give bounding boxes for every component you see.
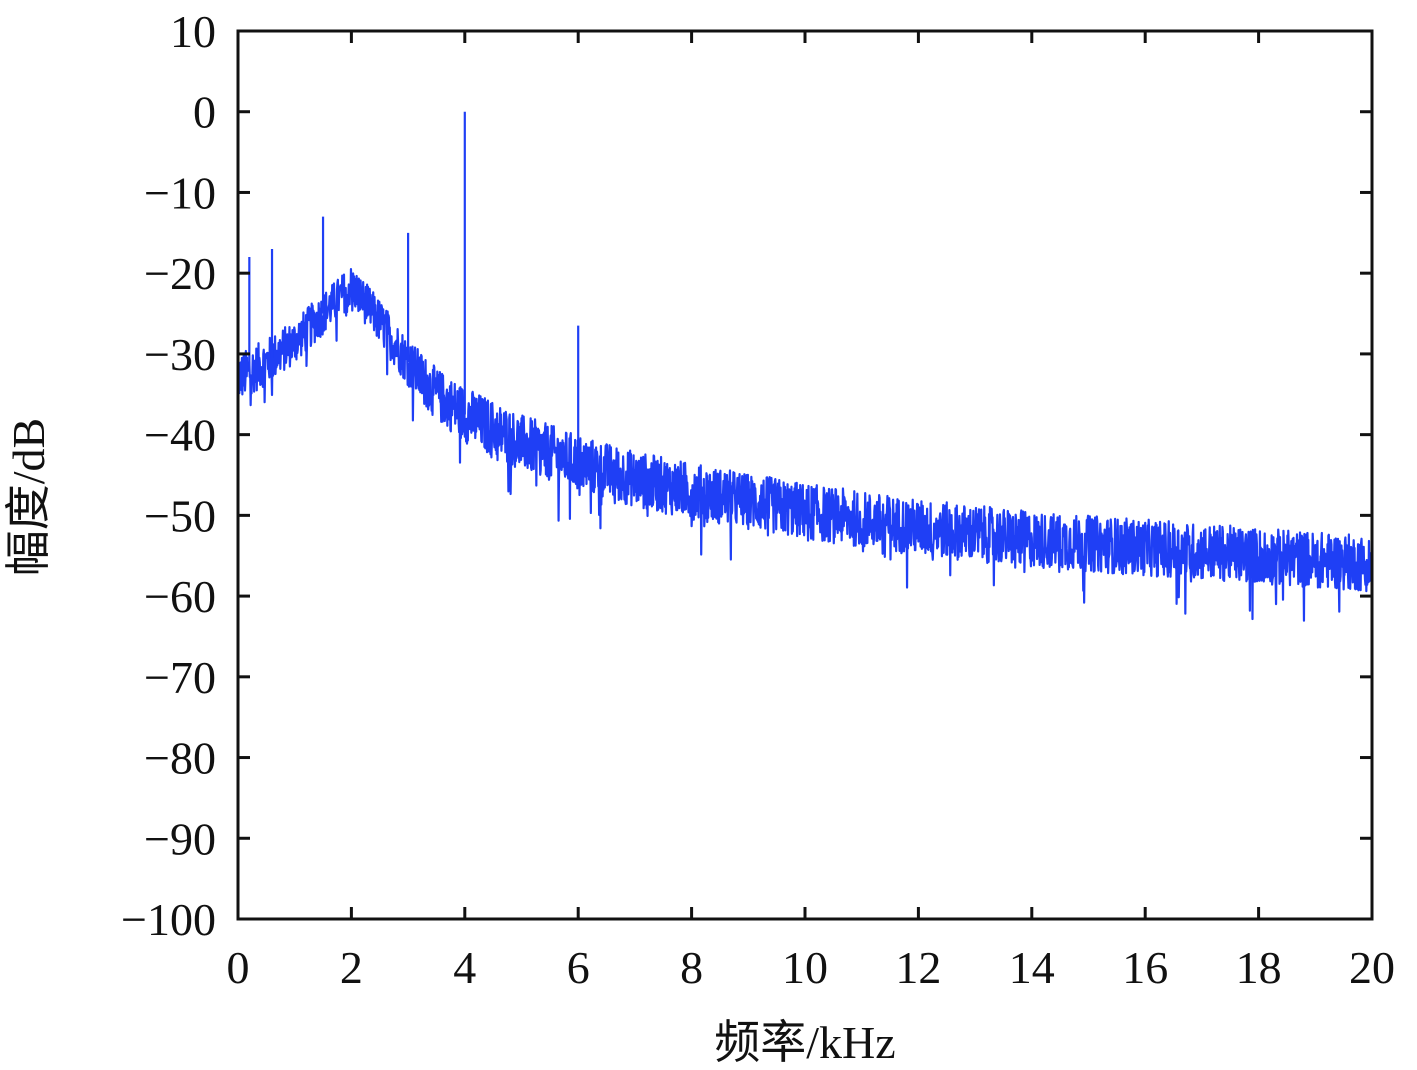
x-tick-label: 14	[1009, 942, 1055, 993]
y-tick-label: 10	[170, 6, 216, 57]
x-tick-label: 10	[782, 942, 828, 993]
series-line	[237, 268, 1374, 622]
y-tick-label: 0	[193, 87, 216, 138]
tick-layer: 0 2 4 6 8 10 12 14 16 18 20 10 0 −10 −20 −30 −40 −50 −60 −7…	[121, 6, 1395, 993]
x-tick-label: 0	[227, 942, 250, 993]
y-tick-label: −50	[144, 490, 216, 541]
x-tick-label: 6	[567, 942, 590, 993]
series-layer	[237, 111, 1374, 622]
y-axis-title: 幅度/dB	[3, 418, 54, 576]
y-tick-label: −60	[144, 571, 216, 622]
x-tick-label: 16	[1122, 942, 1168, 993]
y-tick-label: −20	[144, 248, 216, 299]
x-tick-label: 8	[680, 942, 703, 993]
y-tick-label: −40	[144, 410, 216, 461]
plot-frame	[236, 29, 1374, 921]
y-tick-label: −90	[144, 813, 216, 864]
x-tick-label: 20	[1349, 942, 1395, 993]
x-tick-label: 4	[453, 942, 476, 993]
y-tick-label: −80	[144, 733, 216, 784]
y-tick-label: −30	[144, 329, 216, 380]
y-tick-label: −70	[144, 652, 216, 703]
y-tick-label: −10	[144, 167, 216, 218]
x-tick-label: 12	[895, 942, 941, 993]
x-tick-label: 18	[1236, 942, 1282, 993]
x-axis-title: 频率/kHz	[714, 1017, 895, 1068]
x-tick-label: 2	[340, 942, 363, 993]
y-tick-label: −100	[121, 894, 216, 945]
